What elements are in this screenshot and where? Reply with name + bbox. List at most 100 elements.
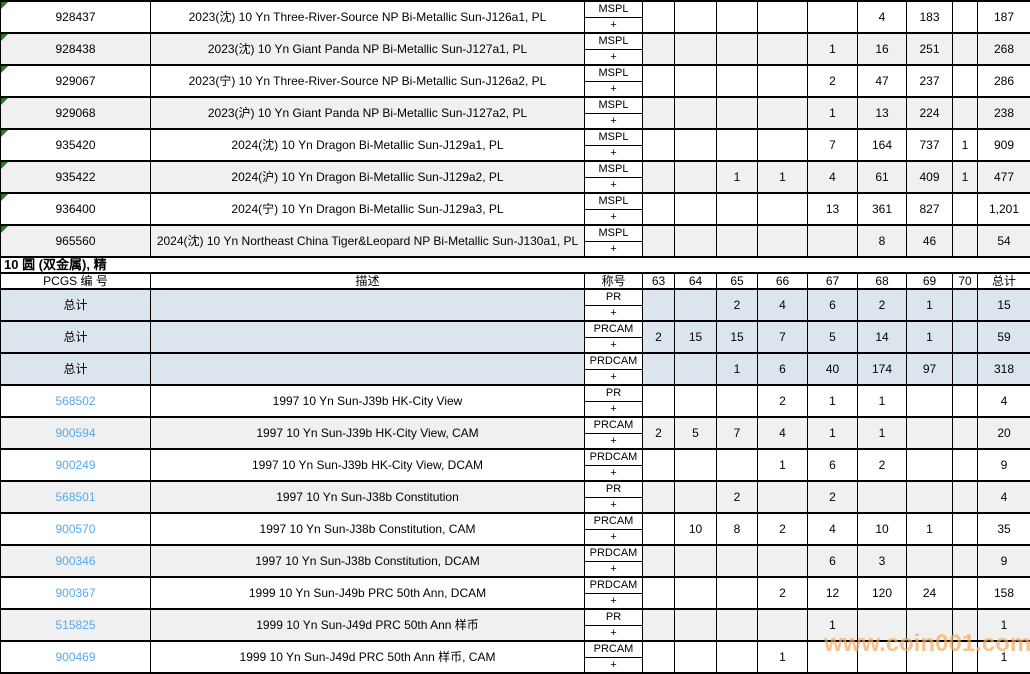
designation-cell: PR +	[584, 480, 643, 514]
grade-cell	[716, 128, 758, 162]
grade-cell	[642, 224, 675, 258]
table-row: 总计 PRDCAM +1 6 40 174 97 318	[0, 352, 1030, 386]
grade-cell	[952, 640, 978, 674]
col-header-grade-70: 70	[952, 272, 978, 290]
pcgs-cell: 935422	[0, 160, 151, 194]
grade-cell: 1	[906, 320, 953, 354]
designation-label: MSPL	[585, 131, 642, 146]
total-cell: 477	[977, 160, 1030, 194]
designation-cell: MSPL +	[584, 0, 643, 34]
designation-cell: MSPL +	[584, 128, 643, 162]
grade-cell	[807, 0, 858, 34]
grade-cell: 13	[807, 192, 858, 226]
pcgs-cell: 总计	[0, 352, 151, 386]
corner-marker-icon	[1, 35, 8, 41]
grade-cell: 8	[716, 512, 758, 546]
total-cell: 59	[977, 320, 1030, 354]
total-cell: 1	[977, 608, 1030, 642]
designation-plus: +	[610, 402, 617, 415]
designation-label: PR	[585, 291, 642, 306]
pcgs-link[interactable]: 568502	[55, 394, 96, 408]
description-cell: 1997 10 Yn Sun-J39b HK-City View	[150, 384, 585, 418]
designation-cell: MSPL +	[584, 32, 643, 66]
description-cell: 2023(沈) 10 Yn Giant Panda NP Bi-Metallic…	[150, 32, 585, 66]
grade-cell	[716, 0, 758, 34]
pcgs-cell: 900367	[0, 576, 151, 610]
description-cell: 1999 10 Yn Sun-J49b PRC 50th Ann, DCAM	[150, 576, 585, 610]
description-cell: 1999 10 Yn Sun-J49d PRC 50th Ann 样币, CAM	[150, 640, 585, 674]
pcgs-number: 928438	[55, 42, 96, 56]
grade-cell	[757, 96, 808, 130]
designation-cell: MSPL +	[584, 160, 643, 194]
designation-label: PRDCAM	[585, 451, 642, 466]
grade-cell	[906, 480, 953, 514]
grade-cell: 2	[807, 480, 858, 514]
grade-cell: 4	[857, 0, 907, 34]
pcgs-link[interactable]: 900469	[55, 650, 96, 664]
grade-cell	[757, 608, 808, 642]
col-header-total: 总计	[977, 272, 1030, 290]
pcgs-link[interactable]: 900594	[55, 426, 96, 440]
pcgs-link[interactable]: 568501	[55, 490, 96, 504]
grade-cell: 5	[674, 416, 717, 450]
total-cell: 54	[977, 224, 1030, 258]
table-row: 928437 2023(沈) 10 Yn Three-River-Source N…	[0, 0, 1030, 34]
pcgs-link[interactable]: 900570	[55, 522, 96, 536]
grade-cell: 827	[906, 192, 953, 226]
grade-cell: 237	[906, 64, 953, 98]
designation-plus: +	[610, 466, 617, 479]
designation-cell: PRCAM +	[584, 512, 643, 546]
grade-cell	[757, 32, 808, 66]
grade-cell	[674, 384, 717, 418]
grade-cell	[906, 448, 953, 482]
grade-cell	[642, 512, 675, 546]
col-header-grade-67: 67	[807, 272, 858, 290]
pcgs-cell: 928438	[0, 32, 151, 66]
grade-cell: 2	[757, 512, 808, 546]
grade-cell	[674, 64, 717, 98]
table-row: 935422 2024(沪) 10 Yn Dragon Bi-Metallic S…	[0, 160, 1030, 194]
grade-cell: 7	[807, 128, 858, 162]
designation-label: MSPL	[585, 35, 642, 50]
grade-cell	[952, 64, 978, 98]
col-header-description: 描述	[150, 272, 585, 290]
total-cell: 4	[977, 480, 1030, 514]
designation-cell: MSPL +	[584, 192, 643, 226]
pcgs-link[interactable]: 515825	[55, 618, 96, 632]
table-row: 总计 PR +2 4 6 2 1 15	[0, 288, 1030, 322]
designation-plus: +	[610, 434, 617, 447]
pcgs-cell: 900346	[0, 544, 151, 578]
designation-plus: +	[610, 178, 617, 191]
table-row: 总计 PRCAM +2 15 15 7 5 14 1 59	[0, 320, 1030, 354]
grade-cell	[952, 0, 978, 34]
grade-cell	[642, 160, 675, 194]
pcgs-number: 935422	[55, 170, 96, 184]
grade-cell	[674, 480, 717, 514]
table-row: 936400 2024(宁) 10 Yn Dragon Bi-Metallic S…	[0, 192, 1030, 226]
pcgs-cell: 929068	[0, 96, 151, 130]
designation-plus: +	[610, 82, 617, 95]
description-cell: 1997 10 Yn Sun-J38b Constitution	[150, 480, 585, 514]
pcgs-link[interactable]: 900367	[55, 586, 96, 600]
designation-plus: +	[610, 562, 617, 575]
grade-cell: 47	[857, 64, 907, 98]
grade-cell	[642, 128, 675, 162]
pcgs-cell: 936400	[0, 192, 151, 226]
grade-cell: 1	[807, 32, 858, 66]
corner-marker-icon	[1, 195, 8, 201]
grade-cell	[642, 384, 675, 418]
pcgs-link[interactable]: 900346	[55, 554, 96, 568]
grade-cell	[642, 64, 675, 98]
description-cell: 1997 10 Yn Sun-J38b Constitution, CAM	[150, 512, 585, 546]
grade-cell	[952, 512, 978, 546]
description-cell	[150, 320, 585, 354]
pcgs-link[interactable]: 900249	[55, 458, 96, 472]
grade-cell	[952, 576, 978, 610]
table-row: 900249 1997 10 Yn Sun-J39b HK-City View, …	[0, 448, 1030, 482]
grade-cell: 164	[857, 128, 907, 162]
designation-plus: +	[610, 210, 617, 223]
grade-cell: 2	[757, 384, 808, 418]
col-header-grade-68: 68	[857, 272, 907, 290]
designation-cell: PR +	[584, 608, 643, 642]
pcgs-cell: 929067	[0, 64, 151, 98]
